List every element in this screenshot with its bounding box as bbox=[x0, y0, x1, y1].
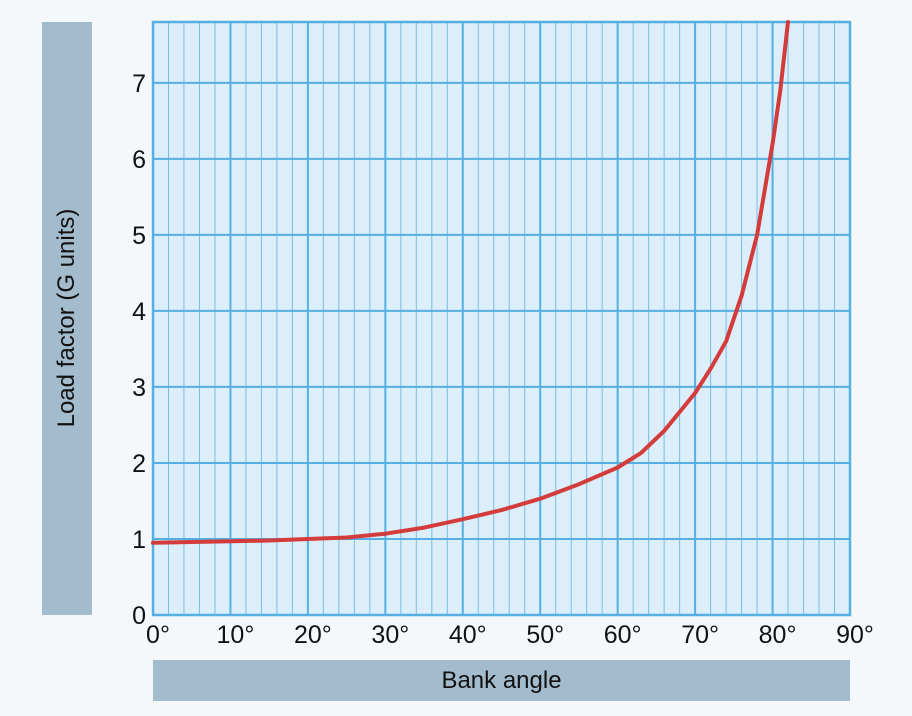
x-tick-label: 10° bbox=[217, 621, 255, 649]
y-tick-label: 2 bbox=[132, 450, 146, 478]
x-tick-label: 80° bbox=[759, 621, 797, 649]
y-tick-label: 3 bbox=[132, 374, 146, 402]
x-tick-label: 50° bbox=[526, 621, 564, 649]
x-tick-label: 40° bbox=[449, 621, 487, 649]
x-axis-label-box: Bank angle bbox=[153, 660, 850, 701]
y-tick-label: 0 bbox=[132, 602, 146, 630]
plot-area bbox=[153, 22, 850, 615]
load-factor-curve bbox=[151, 20, 790, 545]
x-axis-label: Bank angle bbox=[441, 666, 562, 694]
y-tick-label: 6 bbox=[132, 146, 146, 174]
x-tick-label: 60° bbox=[604, 621, 642, 649]
x-tick-label: 70° bbox=[681, 621, 719, 649]
plot-frame bbox=[151, 20, 852, 617]
y-tick-label: 1 bbox=[132, 526, 146, 554]
y-tick-label: 4 bbox=[132, 298, 146, 326]
x-tick-label: 20° bbox=[294, 621, 332, 649]
x-tick-label: 30° bbox=[371, 621, 409, 649]
y-tick-label: 7 bbox=[132, 70, 146, 98]
x-tick-label: 0° bbox=[146, 621, 170, 649]
y-tick-label: 5 bbox=[132, 222, 146, 250]
x-tick-label: 90° bbox=[836, 621, 874, 649]
y-axis-label-box bbox=[42, 22, 92, 615]
